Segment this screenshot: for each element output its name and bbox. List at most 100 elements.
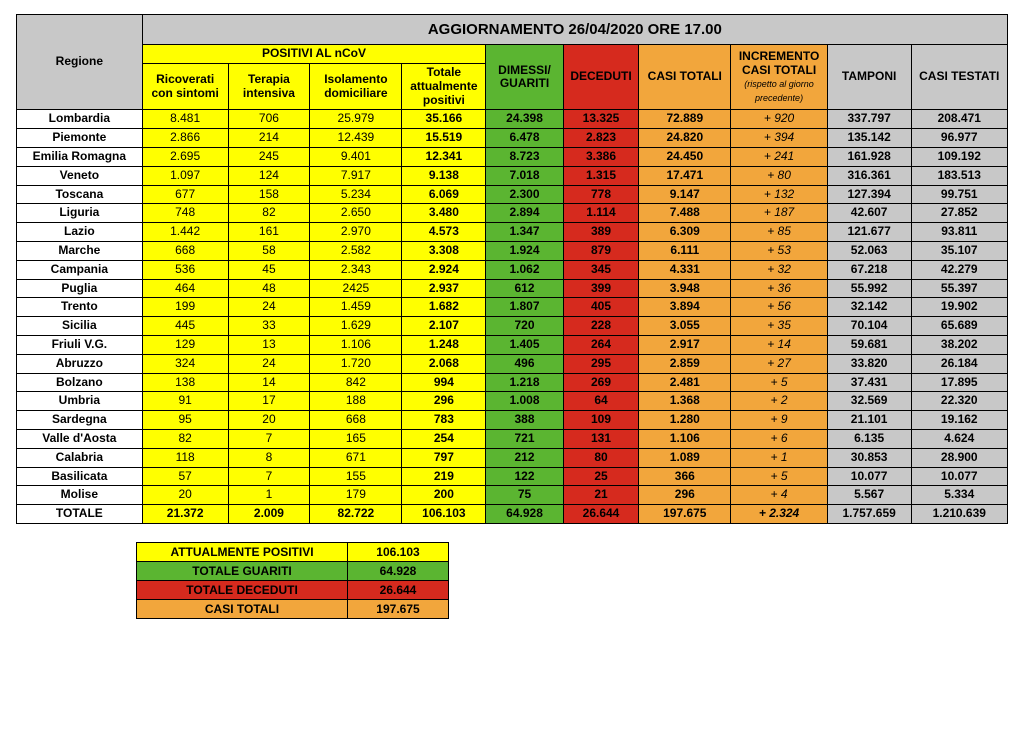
cell-total-dim: 64.928: [486, 505, 564, 524]
col-tamponi: TAMPONI: [827, 45, 911, 110]
table-row: Puglia4644824252.9376123993.948+ 3655.99…: [17, 279, 1008, 298]
cell-tot-pos: 1.682: [402, 298, 486, 317]
cell-region: Veneto: [17, 166, 143, 185]
cell-total-ter: 2.009: [228, 505, 310, 524]
cell-incremento: + 187: [731, 204, 827, 223]
cell-terapia: 48: [228, 279, 310, 298]
cell-region: Toscana: [17, 185, 143, 204]
cell-terapia: 706: [228, 110, 310, 129]
cell-dimessi: 7.018: [486, 166, 564, 185]
col-incremento-title: INCREMENTO CASI TOTALI: [739, 49, 819, 77]
table-row: Abruzzo324241.7202.0684962952.859+ 2733.…: [17, 354, 1008, 373]
cell-terapia: 24: [228, 298, 310, 317]
cell-dimessi: 1.008: [486, 392, 564, 411]
cell-isolamento: 671: [310, 448, 402, 467]
cell-deceduti: 879: [563, 242, 638, 261]
cell-tot-pos: 797: [402, 448, 486, 467]
cell-ricoverati: 95: [142, 411, 228, 430]
cell-incremento: + 5: [731, 373, 827, 392]
cell-incremento: + 14: [731, 336, 827, 355]
cell-ricoverati: 668: [142, 242, 228, 261]
cell-tot-pos: 6.069: [402, 185, 486, 204]
cell-deceduti: 13.325: [563, 110, 638, 129]
cell-ricoverati: 138: [142, 373, 228, 392]
col-deceduti: DECEDUTI: [563, 45, 638, 110]
cell-deceduti: 109: [563, 411, 638, 430]
cell-terapia: 214: [228, 129, 310, 148]
cell-incremento: + 32: [731, 260, 827, 279]
cell-incremento: + 6: [731, 429, 827, 448]
table-title: AGGIORNAMENTO 26/04/2020 ORE 17.00: [142, 15, 1007, 45]
cell-casi: 296: [639, 486, 731, 505]
cell-isolamento: 7.917: [310, 166, 402, 185]
col-isolamento: Isolamento domiciliare: [310, 64, 402, 110]
cell-terapia: 14: [228, 373, 310, 392]
col-incremento-sub: (rispetto al giorno precedente): [744, 79, 814, 103]
cell-total-tot: 106.103: [402, 505, 486, 524]
cell-tamponi: 59.681: [827, 336, 911, 355]
cell-region: Sicilia: [17, 317, 143, 336]
cell-region: Piemonte: [17, 129, 143, 148]
legend-guariti-value: 64.928: [348, 561, 449, 580]
cell-testati: 28.900: [911, 448, 1007, 467]
cell-region: Valle d'Aosta: [17, 429, 143, 448]
cell-dimessi: 1.347: [486, 223, 564, 242]
cell-ricoverati: 1.097: [142, 166, 228, 185]
cell-incremento: + 5: [731, 467, 827, 486]
cell-dimessi: 1.405: [486, 336, 564, 355]
cell-incremento: + 36: [731, 279, 827, 298]
cell-region: Friuli V.G.: [17, 336, 143, 355]
covid-region-table: Regione AGGIORNAMENTO 26/04/2020 ORE 17.…: [16, 14, 1008, 524]
cell-incremento: + 132: [731, 185, 827, 204]
cell-total-iso: 82.722: [310, 505, 402, 524]
cell-testati: 26.184: [911, 354, 1007, 373]
cell-deceduti: 2.823: [563, 129, 638, 148]
cell-region: Abruzzo: [17, 354, 143, 373]
cell-incremento: + 2: [731, 392, 827, 411]
cell-tamponi: 135.142: [827, 129, 911, 148]
cell-isolamento: 1.459: [310, 298, 402, 317]
cell-ricoverati: 8.481: [142, 110, 228, 129]
cell-testati: 19.902: [911, 298, 1007, 317]
cell-testati: 109.192: [911, 148, 1007, 167]
cell-testati: 17.895: [911, 373, 1007, 392]
cell-total-label: TOTALE: [17, 505, 143, 524]
table-row: Liguria748822.6503.4802.8941.1147.488+ 1…: [17, 204, 1008, 223]
cell-isolamento: 2425: [310, 279, 402, 298]
cell-tot-pos: 2.068: [402, 354, 486, 373]
cell-casi: 2.481: [639, 373, 731, 392]
cell-casi: 6.309: [639, 223, 731, 242]
cell-isolamento: 9.401: [310, 148, 402, 167]
cell-terapia: 82: [228, 204, 310, 223]
cell-casi: 1.106: [639, 429, 731, 448]
cell-dimessi: 1.218: [486, 373, 564, 392]
legend-deceduti-label: TOTALE DECEDUTI: [137, 580, 348, 599]
cell-region: Campania: [17, 260, 143, 279]
cell-casi: 3.055: [639, 317, 731, 336]
cell-casi: 72.889: [639, 110, 731, 129]
cell-casi: 3.894: [639, 298, 731, 317]
cell-tamponi: 32.569: [827, 392, 911, 411]
cell-tamponi: 337.797: [827, 110, 911, 129]
cell-incremento: + 9: [731, 411, 827, 430]
cell-testati: 65.689: [911, 317, 1007, 336]
col-group-positivi: POSITIVI AL nCoV: [142, 45, 486, 64]
cell-terapia: 17: [228, 392, 310, 411]
table-body: Lombardia8.48170625.97935.16624.39813.32…: [17, 110, 1008, 524]
cell-ricoverati: 129: [142, 336, 228, 355]
cell-casi: 2.917: [639, 336, 731, 355]
cell-tot-pos: 994: [402, 373, 486, 392]
table-row: Friuli V.G.129131.1061.2481.4052642.917+…: [17, 336, 1008, 355]
cell-ricoverati: 20: [142, 486, 228, 505]
cell-isolamento: 12.439: [310, 129, 402, 148]
cell-ricoverati: 2.866: [142, 129, 228, 148]
cell-isolamento: 165: [310, 429, 402, 448]
cell-dimessi: 122: [486, 467, 564, 486]
cell-region: Umbria: [17, 392, 143, 411]
cell-deceduti: 389: [563, 223, 638, 242]
cell-deceduti: 25: [563, 467, 638, 486]
cell-tot-pos: 3.308: [402, 242, 486, 261]
table-row: Campania536452.3432.9241.0623454.331+ 32…: [17, 260, 1008, 279]
cell-testati: 22.320: [911, 392, 1007, 411]
cell-casi: 24.820: [639, 129, 731, 148]
